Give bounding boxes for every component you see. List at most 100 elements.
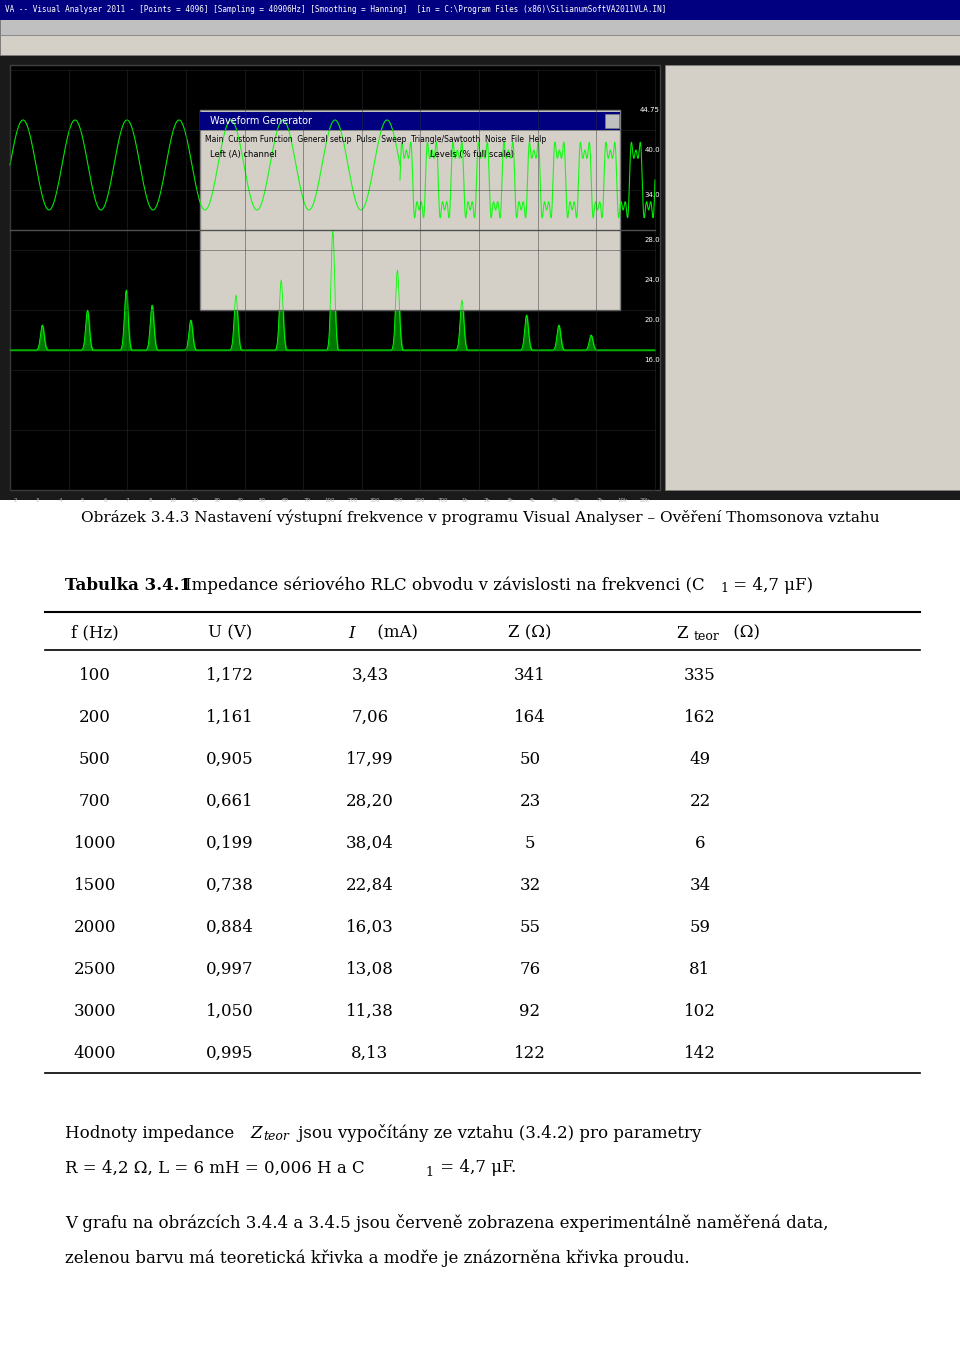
Text: 102: 102 — [684, 1002, 716, 1020]
Text: 16.0: 16.0 — [644, 356, 660, 363]
Text: Z: Z — [676, 624, 687, 642]
Text: I: I — [348, 624, 355, 642]
Text: 4000: 4000 — [74, 1044, 116, 1062]
Bar — [10, 65, 660, 490]
Text: 2k: 2k — [484, 498, 491, 503]
Text: Tabulka 3.4.1: Tabulka 3.4.1 — [65, 577, 191, 593]
Text: Z (Ω): Z (Ω) — [508, 624, 552, 642]
Text: 20.0: 20.0 — [644, 317, 660, 324]
Bar — [0, 0, 960, 35]
Text: 0,884: 0,884 — [206, 918, 254, 936]
Text: 5: 5 — [81, 498, 84, 503]
Text: 92: 92 — [519, 1002, 540, 1020]
Text: 2500: 2500 — [74, 960, 116, 978]
Text: 3000: 3000 — [74, 1002, 116, 1020]
Text: 24.0: 24.0 — [644, 277, 660, 283]
Text: 60: 60 — [281, 498, 289, 503]
Text: 7: 7 — [126, 498, 130, 503]
Text: 22: 22 — [689, 793, 710, 809]
Text: 7k: 7k — [596, 498, 604, 503]
Text: 400: 400 — [393, 498, 403, 503]
Text: = 4,7 μF): = 4,7 μF) — [728, 577, 813, 593]
Text: V grafu na obrázcích 3.4.4 a 3.4.5 jsou červeně zobrazena experimentálně naměřen: V grafu na obrázcích 3.4.4 a 3.4.5 jsou … — [65, 1214, 828, 1232]
Bar — [665, 65, 960, 490]
Bar — [0, 0, 960, 500]
Text: 7,06: 7,06 — [351, 709, 389, 725]
Text: Obrázek 3.4.3 Nastavení výstupní frekvence v programu Visual Analyser – Ověření : Obrázek 3.4.3 Nastavení výstupní frekven… — [81, 509, 879, 525]
Text: (Ω): (Ω) — [728, 624, 760, 642]
Text: 6: 6 — [695, 835, 706, 851]
Text: 1,172: 1,172 — [206, 666, 254, 684]
Text: 142: 142 — [684, 1044, 716, 1062]
Text: 50: 50 — [519, 751, 540, 767]
Text: f (Hz): f (Hz) — [71, 624, 119, 642]
Text: 122: 122 — [514, 1044, 546, 1062]
Text: 1,161: 1,161 — [206, 709, 253, 725]
Text: 1500: 1500 — [74, 876, 116, 894]
Text: 59: 59 — [689, 918, 710, 936]
Text: = 4,7 μF.: = 4,7 μF. — [435, 1160, 516, 1176]
Text: 55: 55 — [519, 918, 540, 936]
Text: Levels (% full scale): Levels (% full scale) — [430, 151, 514, 159]
Text: 20: 20 — [191, 498, 199, 503]
Text: 500: 500 — [79, 751, 110, 767]
Text: 0,738: 0,738 — [206, 876, 254, 894]
Text: 0,661: 0,661 — [206, 793, 253, 809]
Text: 38,04: 38,04 — [346, 835, 394, 851]
Text: 16,03: 16,03 — [347, 918, 394, 936]
Text: 17,99: 17,99 — [347, 751, 394, 767]
Text: teor: teor — [263, 1130, 289, 1144]
Text: 162: 162 — [684, 709, 716, 725]
Text: 300: 300 — [370, 498, 380, 503]
Text: 30: 30 — [214, 498, 221, 503]
Text: 6k: 6k — [574, 498, 581, 503]
Text: 1,050: 1,050 — [206, 1002, 253, 1020]
Text: 0,199: 0,199 — [206, 835, 253, 851]
Text: 50: 50 — [259, 498, 266, 503]
Text: 100: 100 — [79, 666, 111, 684]
Text: teor: teor — [694, 631, 720, 643]
Text: Waveform Generator: Waveform Generator — [210, 116, 312, 126]
Text: Impedance sériového RLC obvodu v závislosti na frekvenci (C: Impedance sériového RLC obvodu v závislo… — [185, 577, 705, 594]
Text: Hodnoty impedance: Hodnoty impedance — [65, 1125, 239, 1141]
Text: 200: 200 — [79, 709, 111, 725]
Text: VA -- Visual Analyser 2011 - [Points = 4096] [Sampling = 40906Hz] [Smoothing = H: VA -- Visual Analyser 2011 - [Points = 4… — [5, 5, 666, 15]
Text: 100: 100 — [324, 498, 335, 503]
Text: 28.0: 28.0 — [644, 237, 660, 243]
Text: 5: 5 — [525, 835, 536, 851]
Text: 700: 700 — [79, 793, 111, 809]
Bar — [200, 112, 620, 131]
Text: 40: 40 — [236, 498, 244, 503]
Text: 28,20: 28,20 — [346, 793, 394, 809]
Text: Main  Custom Function  General setup  Pulse  Sweep  Triangle/Sawtooth  Noise  Fi: Main Custom Function General setup Pulse… — [205, 136, 546, 144]
Text: 2000: 2000 — [74, 918, 116, 936]
Text: 10: 10 — [169, 498, 176, 503]
Text: 81: 81 — [689, 960, 710, 978]
Text: 8: 8 — [148, 498, 152, 503]
Text: 13,08: 13,08 — [346, 960, 394, 978]
Text: 4k: 4k — [529, 498, 536, 503]
Text: 49: 49 — [689, 751, 710, 767]
Text: zelenou barvu má teoretická křivka a modře je znázorněna křivka proudu.: zelenou barvu má teoretická křivka a mod… — [65, 1250, 689, 1266]
Text: 76: 76 — [519, 960, 540, 978]
Text: (mA): (mA) — [372, 624, 418, 642]
Text: 1k: 1k — [462, 498, 468, 503]
Text: 11,38: 11,38 — [346, 1002, 394, 1020]
Text: 4: 4 — [59, 498, 61, 503]
Text: 44.75: 44.75 — [640, 107, 660, 113]
Text: 20k: 20k — [640, 498, 650, 503]
Text: 3: 3 — [36, 498, 39, 503]
Text: 40.0: 40.0 — [644, 147, 660, 154]
Text: jsou vypočítány ze vztahu (3.4.2) pro parametry: jsou vypočítány ze vztahu (3.4.2) pro pa… — [293, 1123, 702, 1142]
Text: 34.0: 34.0 — [644, 192, 660, 199]
Text: 22,84: 22,84 — [346, 876, 394, 894]
Text: 3,43: 3,43 — [351, 666, 389, 684]
Text: 0,997: 0,997 — [206, 960, 253, 978]
Text: R = 4,2 Ω, L = 6 mH = 0,006 H a C: R = 4,2 Ω, L = 6 mH = 0,006 H a C — [65, 1160, 365, 1176]
Text: 335: 335 — [684, 666, 716, 684]
Text: 200: 200 — [348, 498, 358, 503]
Text: 6: 6 — [104, 498, 107, 503]
Text: 5k: 5k — [552, 498, 559, 503]
Text: 500: 500 — [415, 498, 425, 503]
Text: 1: 1 — [720, 582, 728, 596]
